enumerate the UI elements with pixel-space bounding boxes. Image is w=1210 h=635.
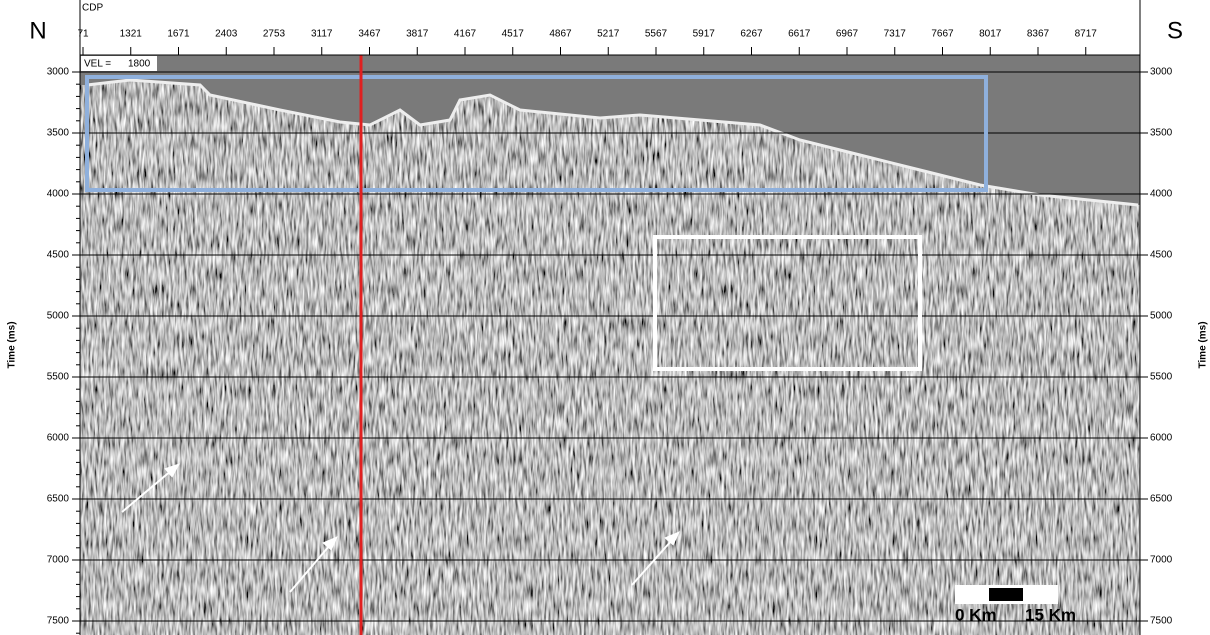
- left-tick-label: 6000: [47, 433, 70, 444]
- top-tick-label: 3117: [311, 29, 333, 40]
- scale-end: 15 Km: [1025, 605, 1076, 624]
- right-tick-label: 7000: [1150, 555, 1173, 566]
- left-tick-label: 3000: [47, 67, 70, 78]
- top-tick-label: 8717: [1075, 29, 1098, 40]
- top-tick-label: 6267: [740, 29, 763, 40]
- right-tick-label: 6000: [1150, 433, 1173, 444]
- top-tick-label: 6967: [836, 29, 859, 40]
- right-tick-label: 5000: [1150, 311, 1173, 322]
- right-tick-label: 6500: [1150, 494, 1173, 505]
- top-tick-label: 5917: [693, 29, 716, 40]
- left-tick-label: 3500: [47, 128, 70, 139]
- page: 0 Km 15 Km VEL = 1800 N S CDP Time (ms) …: [0, 0, 1210, 635]
- seismic-section: 0 Km 15 Km VEL = 1800 N S CDP Time (ms) …: [0, 0, 1210, 635]
- right-tick-label: 7500: [1150, 616, 1173, 627]
- top-tick-label: 8367: [1027, 29, 1050, 40]
- left-tick-label: 6500: [47, 494, 70, 505]
- left-tick-label: 4000: [47, 189, 70, 200]
- right-tick-label: 3500: [1150, 128, 1173, 139]
- right-tick-label: 5500: [1150, 372, 1173, 383]
- top-tick-label: 71: [77, 29, 89, 40]
- top-tick-label: 3467: [358, 29, 381, 40]
- top-tick-label: 2403: [215, 29, 238, 40]
- top-tick-label: 2753: [263, 29, 286, 40]
- cdp-label: CDP: [82, 3, 103, 14]
- top-tick-label: 5217: [597, 29, 620, 40]
- right-tick-label: 4000: [1150, 189, 1173, 200]
- top-tick-label: 4867: [549, 29, 572, 40]
- top-tick-label: 4167: [454, 29, 477, 40]
- right-tick-label: 4500: [1150, 250, 1173, 261]
- scale-bar-block: [989, 588, 1023, 601]
- left-tick-label: 7500: [47, 616, 70, 627]
- top-tick-label: 7667: [931, 29, 954, 40]
- top-tick-label: 1671: [167, 29, 190, 40]
- right-tick-label: 3000: [1150, 67, 1173, 78]
- left-axis-label: Time (ms): [7, 321, 18, 368]
- south-label: S: [1167, 17, 1183, 44]
- top-tick-label: 6617: [788, 29, 811, 40]
- left-tick-label: 5500: [47, 372, 70, 383]
- top-tick-label: 4517: [502, 29, 525, 40]
- top-tick-label: 3817: [406, 29, 429, 40]
- top-tick-label: 1321: [120, 29, 143, 40]
- scale-start: 0 Km: [955, 605, 997, 624]
- top-tick-label: 7317: [884, 29, 907, 40]
- right-axis-label: Time (ms): [1198, 321, 1209, 368]
- vel-label: VEL =: [84, 59, 111, 70]
- vel-value: 1800: [128, 59, 151, 70]
- left-tick-label: 7000: [47, 555, 70, 566]
- top-tick-label: 5567: [645, 29, 668, 40]
- top-tick-label: 8017: [979, 29, 1002, 40]
- left-tick-label: 5000: [47, 311, 70, 322]
- left-tick-label: 4500: [47, 250, 70, 261]
- north-label: N: [29, 17, 46, 44]
